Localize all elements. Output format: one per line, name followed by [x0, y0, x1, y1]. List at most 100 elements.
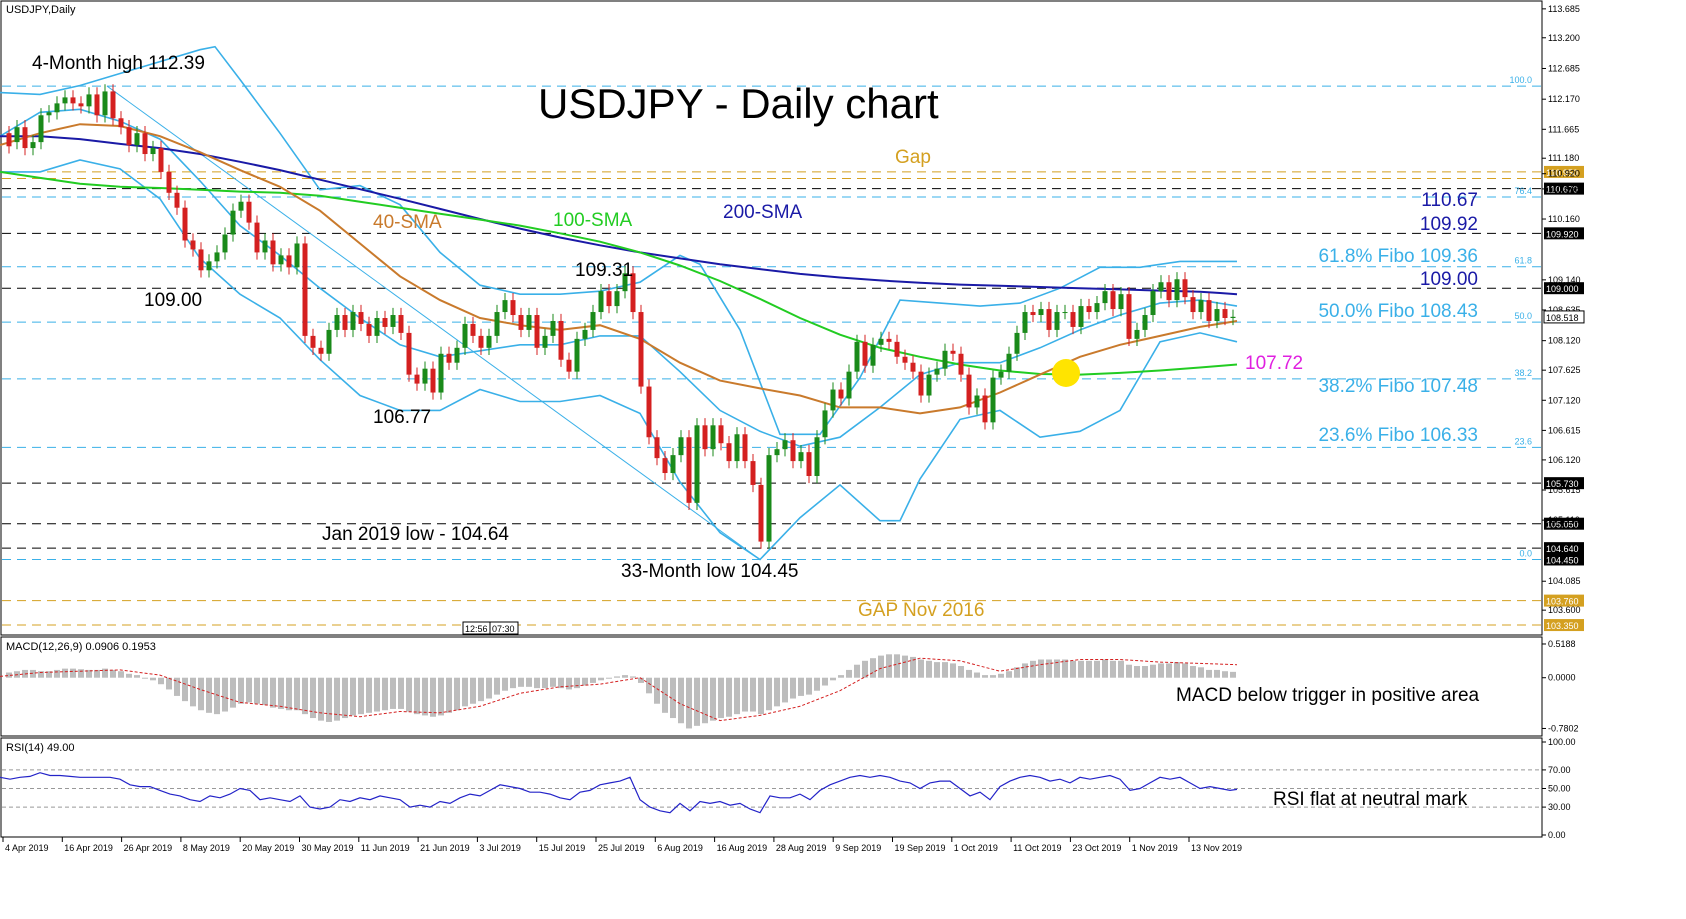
- fibo-tag-1: 76.4: [1514, 186, 1532, 196]
- macd-bar-0: [6, 672, 12, 678]
- annotation-109-left: 109.00: [144, 290, 202, 311]
- candle-body-43: [350, 312, 356, 330]
- macd-bar-51: [414, 677, 420, 715]
- candle-body-48: [390, 315, 396, 327]
- macd-bar-39: [318, 677, 324, 721]
- macd-bar-135: [1086, 660, 1092, 678]
- candle-body-4: [38, 115, 44, 143]
- candle-body-42: [342, 315, 348, 330]
- macd-bar-67: [542, 677, 548, 689]
- candle-body-3: [30, 142, 36, 149]
- price-pane-frame: [0, 0, 1543, 636]
- candle-body-84: [678, 437, 684, 456]
- annotation-110-67: 110.67: [1421, 190, 1478, 211]
- macd-bar-12: [102, 668, 108, 678]
- candle-body-23: [190, 240, 196, 250]
- candle-body-124: [998, 371, 1004, 378]
- candle-body-115: [926, 374, 932, 396]
- candle-body-103: [830, 389, 836, 411]
- candle-body-28: [230, 210, 236, 235]
- candle-body-63: [510, 300, 516, 316]
- candle-body-31: [254, 222, 260, 253]
- price-tick-label-9: 109.140: [1548, 275, 1581, 285]
- price-tick-label-16: 105.615: [1548, 485, 1581, 495]
- macd-bar-40: [326, 677, 332, 722]
- price-tick-label-4: 111.665: [1548, 124, 1579, 134]
- macd-bar-129: [1038, 659, 1044, 678]
- price-label-7: 104.640: [1546, 544, 1579, 554]
- candle-body-81: [654, 437, 660, 459]
- macd-bar-125: [1006, 671, 1012, 678]
- annotation-200-sma: 200-SMA: [723, 202, 803, 223]
- trendline: [106, 85, 761, 560]
- price-tick-label-7: 110.920: [1548, 169, 1580, 179]
- candle-body-67: [542, 335, 548, 348]
- price-axis: 110.950 110.670 109.920 109.000 105.730 105.0…: [1542, 4, 1585, 632]
- macd-bar-10: [86, 669, 92, 678]
- macd-pane-frame: [0, 636, 1543, 737]
- candle-body-73: [590, 312, 596, 330]
- macd-bar-78: [630, 676, 636, 678]
- candle-body-16: [134, 133, 140, 146]
- macd-bar-29: [238, 677, 244, 704]
- bollinger-lower: [0, 159, 1238, 561]
- candle-body-82: [662, 458, 668, 474]
- candle-body-111: [894, 341, 900, 357]
- rsi-line: [0, 772, 1238, 814]
- macd-bar-8: [70, 668, 76, 678]
- fibo-tag-5: 23.6: [1514, 436, 1532, 446]
- candle-body-50: [406, 332, 412, 375]
- price-label-6: 105.050: [1546, 520, 1579, 530]
- price-tick-label-11: 108.120: [1548, 336, 1581, 346]
- candle-body-150: [1206, 300, 1212, 321]
- annotation-109-00-right: 109.00: [1420, 269, 1478, 290]
- candle-body-26: [214, 252, 220, 262]
- macd-bar-142: [1142, 666, 1148, 678]
- macd-bar-139: [1118, 660, 1124, 678]
- macd-bar-14: [118, 671, 124, 678]
- time-axis: 4 Apr 2019 16 Apr 2019 26 Apr 2019 8 May 20…: [2, 837, 1242, 853]
- candle-body-79: [638, 312, 644, 387]
- macd-bar-130: [1046, 659, 1052, 678]
- candle-body-2: [22, 127, 28, 149]
- macd-bar-49: [398, 677, 404, 709]
- macd-bar-35: [286, 677, 292, 711]
- candle-body-114: [918, 371, 924, 396]
- candle-body-130: [1046, 309, 1052, 330]
- price-label-bg-4: [1544, 282, 1584, 295]
- candle-body-71: [574, 338, 580, 372]
- macd-bar-5: [46, 671, 52, 678]
- candle-body-126: [1014, 332, 1020, 354]
- candle-body-62: [502, 300, 508, 313]
- candle-body-140: [1126, 294, 1132, 339]
- time-tick-label-1: 16 Apr 2019: [64, 843, 113, 853]
- macd-bar-60: [486, 677, 492, 699]
- macd-tick-label-1: 0.0000: [1548, 673, 1576, 683]
- macd-bar-81: [654, 677, 660, 704]
- rsi-tick-label-3: 30.00: [1548, 802, 1571, 812]
- candle-body-128: [1030, 312, 1036, 316]
- annotation-106-77: 106.77: [373, 407, 431, 428]
- macd-bar-71: [574, 677, 580, 689]
- current-price-label: 108.518: [1546, 313, 1579, 323]
- macd-bar-19: [158, 677, 164, 685]
- macd-bar-59: [478, 677, 484, 702]
- macd-bar-123: [990, 675, 996, 678]
- candle-body-109: [878, 338, 884, 345]
- candle-body-80: [646, 386, 652, 438]
- time-tick-label-18: 23 Oct 2019: [1072, 843, 1121, 853]
- macd-bar-132: [1062, 659, 1068, 678]
- candle-body-113: [910, 362, 916, 372]
- macd-bar-119: [958, 666, 964, 678]
- candle-body-143: [1150, 291, 1156, 316]
- time-tick-label-4: 20 May 2019: [242, 843, 294, 853]
- candle-body-131: [1054, 312, 1060, 330]
- annotation-fibo-38-2: 38.2% Fibo 107.48: [1318, 376, 1478, 397]
- macd-bar-102: [822, 677, 828, 686]
- macd-bar-118: [950, 663, 956, 678]
- macd-bar-89: [718, 677, 724, 719]
- time-tick-label-7: 21 Jun 2019: [420, 843, 470, 853]
- price-tick-label-17: 105.110: [1548, 515, 1580, 525]
- candle-body-30: [246, 201, 252, 223]
